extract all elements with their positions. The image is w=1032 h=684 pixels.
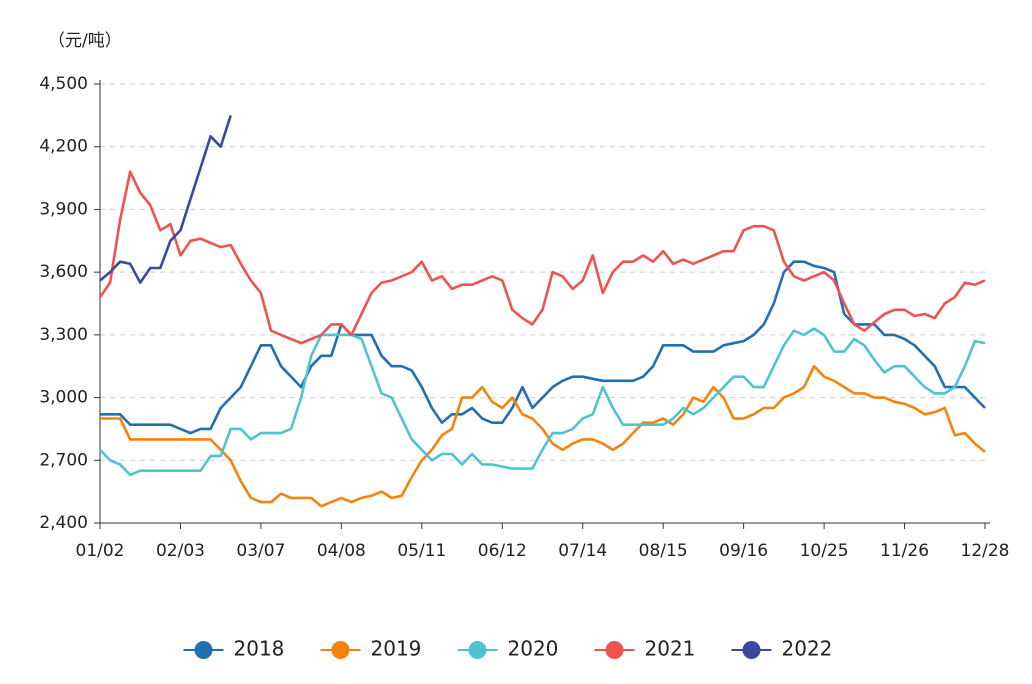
legend-marker	[468, 641, 487, 659]
legend-label: 2020	[508, 637, 559, 661]
x-tick-label: 11/26	[880, 541, 929, 561]
y-tick-label: 3,000	[39, 388, 88, 408]
x-tick-label: 04/08	[317, 541, 366, 561]
series-line	[99, 327, 986, 477]
legend-marker	[194, 641, 213, 659]
series-line	[99, 115, 232, 284]
y-tick-label: 3,300	[39, 325, 88, 345]
series-line	[100, 260, 986, 435]
legend-label: 2019	[371, 637, 422, 661]
y-axis-label: （元/吨）	[48, 31, 122, 51]
legend-label: 2022	[782, 637, 833, 661]
legend-label: 2018	[234, 637, 285, 661]
legend-label: 2021	[645, 637, 696, 661]
y-tick-label: 2,700	[39, 450, 88, 470]
x-tick-label: 05/11	[397, 541, 446, 561]
x-tick-label: 01/02	[76, 541, 125, 561]
series-line	[98, 170, 986, 345]
x-tick-label: 03/07	[236, 541, 285, 561]
x-tick-label: 12/28	[961, 541, 1010, 561]
series-line	[100, 364, 986, 508]
y-tick-label: 4,500	[39, 74, 88, 94]
x-tick-label: 10/25	[800, 541, 849, 561]
legend-marker	[605, 641, 624, 659]
y-tick-label: 3,600	[39, 262, 88, 282]
y-tick-label: 2,400	[39, 513, 88, 533]
y-tick-label: 3,900	[39, 199, 88, 219]
x-tick-label: 06/12	[478, 541, 527, 561]
x-tick-label: 02/03	[156, 541, 205, 561]
x-tick-label: 09/16	[719, 541, 768, 561]
x-tick-label: 07/14	[558, 541, 607, 561]
legend-marker	[331, 641, 350, 659]
y-tick-label: 4,200	[39, 137, 88, 157]
legend-marker	[742, 641, 761, 659]
x-tick-label: 08/15	[639, 541, 688, 561]
